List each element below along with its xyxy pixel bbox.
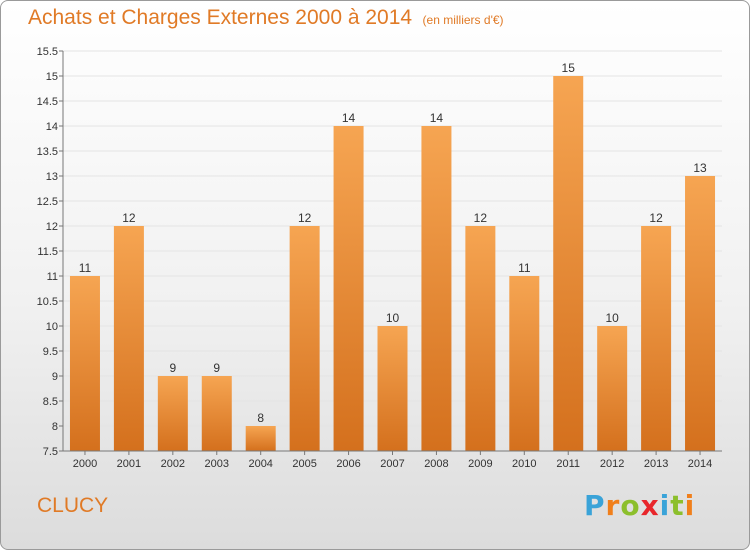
y-tick-label: 13.5: [37, 146, 58, 158]
x-tick-label: 2011: [556, 458, 580, 470]
x-tick-label: 2001: [117, 458, 141, 470]
x-tick-label: 2009: [468, 458, 492, 470]
bar-value-label: 11: [79, 261, 92, 275]
logo-letter: r: [605, 489, 621, 522]
y-tick-label: 8: [52, 421, 58, 433]
proxiti-logo: Proxiti: [584, 489, 695, 522]
x-tick-label: 2003: [205, 458, 229, 470]
commune-name: CLUCY: [37, 494, 109, 517]
bar-value-label: 12: [649, 211, 663, 225]
y-tick-label: 14: [46, 121, 58, 133]
x-tick-label: 2012: [600, 458, 624, 470]
logo-letter: x: [640, 489, 660, 522]
bar-value-label: 10: [386, 311, 400, 325]
bar: [421, 126, 452, 451]
x-tick-label: 2010: [512, 458, 536, 470]
x-tick-label: 2002: [161, 458, 185, 470]
y-tick-label: 12: [46, 221, 58, 233]
logo-letter: t: [670, 489, 685, 522]
bar-value-label: 14: [342, 111, 356, 125]
bar-value-label: 12: [474, 211, 488, 225]
y-tick-label: 12.5: [37, 196, 58, 208]
bar: [685, 176, 716, 451]
x-tick-label: 2000: [73, 458, 97, 470]
y-tick-label: 10.5: [37, 296, 58, 308]
bar: [289, 226, 320, 451]
y-tick-label: 8.5: [43, 396, 58, 408]
bar-value-label: 14: [430, 111, 444, 125]
bar-value-label: 8: [257, 411, 264, 425]
bar: [509, 276, 540, 451]
x-tick-label: 2014: [688, 458, 712, 470]
bar: [465, 226, 496, 451]
logo-letter: i: [684, 489, 696, 522]
x-tick-label: 2006: [336, 458, 360, 470]
logo-letter: P: [584, 489, 606, 522]
bar: [201, 376, 232, 451]
bars-layer: 11 12 9 9 8 12 14 10 14 12 11 15 10 12 13: [69, 61, 716, 451]
bar-value-label: 13: [693, 161, 707, 175]
y-tick-label: 11.5: [37, 246, 58, 258]
bar-value-label: 9: [169, 361, 176, 375]
y-tick-label: 11: [47, 271, 58, 283]
bar-value-label: 10: [605, 311, 619, 325]
x-tick-label: 2007: [380, 458, 404, 470]
bar: [597, 326, 628, 451]
bar: [157, 376, 188, 451]
y-tick-label: 9.5: [43, 346, 58, 358]
logo-letter: o: [620, 489, 641, 522]
logo-letter: i: [659, 489, 671, 522]
y-tick-label: 10: [46, 321, 58, 333]
chart-title-text: Achats et Charges Externes 2000 à 2014: [28, 6, 413, 29]
bar: [69, 276, 100, 451]
bar: [333, 126, 364, 451]
chart-unit-label: (en milliers d'€): [422, 13, 504, 27]
y-tick-label: 13: [46, 171, 58, 183]
bar: [553, 76, 584, 451]
bar-value-label: 9: [213, 361, 220, 375]
x-tick-label: 2008: [424, 458, 448, 470]
y-tick-label: 9: [52, 371, 58, 383]
axis-layer: 7.5 8 8.5 9 9.5 10 10.5 11 11.5 12 12.5 13 13.5 14 14.…: [37, 46, 722, 470]
y-tick-label: 14.5: [37, 96, 58, 108]
bar-value-label: 11: [518, 261, 531, 275]
bar: [641, 226, 672, 451]
y-tick-label: 15.5: [37, 46, 58, 58]
bar: [245, 426, 276, 451]
x-tick-label: 2005: [292, 458, 316, 470]
x-tick-label: 2004: [248, 458, 272, 470]
bar-value-label: 15: [562, 61, 576, 75]
bar-value-label: 12: [122, 211, 136, 225]
bar: [377, 326, 408, 451]
bar-value-label: 12: [298, 211, 312, 225]
y-tick-label: 15: [46, 71, 58, 83]
y-tick-label: 7.5: [43, 446, 58, 458]
x-tick-label: 2013: [644, 458, 668, 470]
chart-title: Achats et Charges Externes 2000 à 2014 (…: [28, 6, 504, 30]
bar: [113, 226, 144, 451]
